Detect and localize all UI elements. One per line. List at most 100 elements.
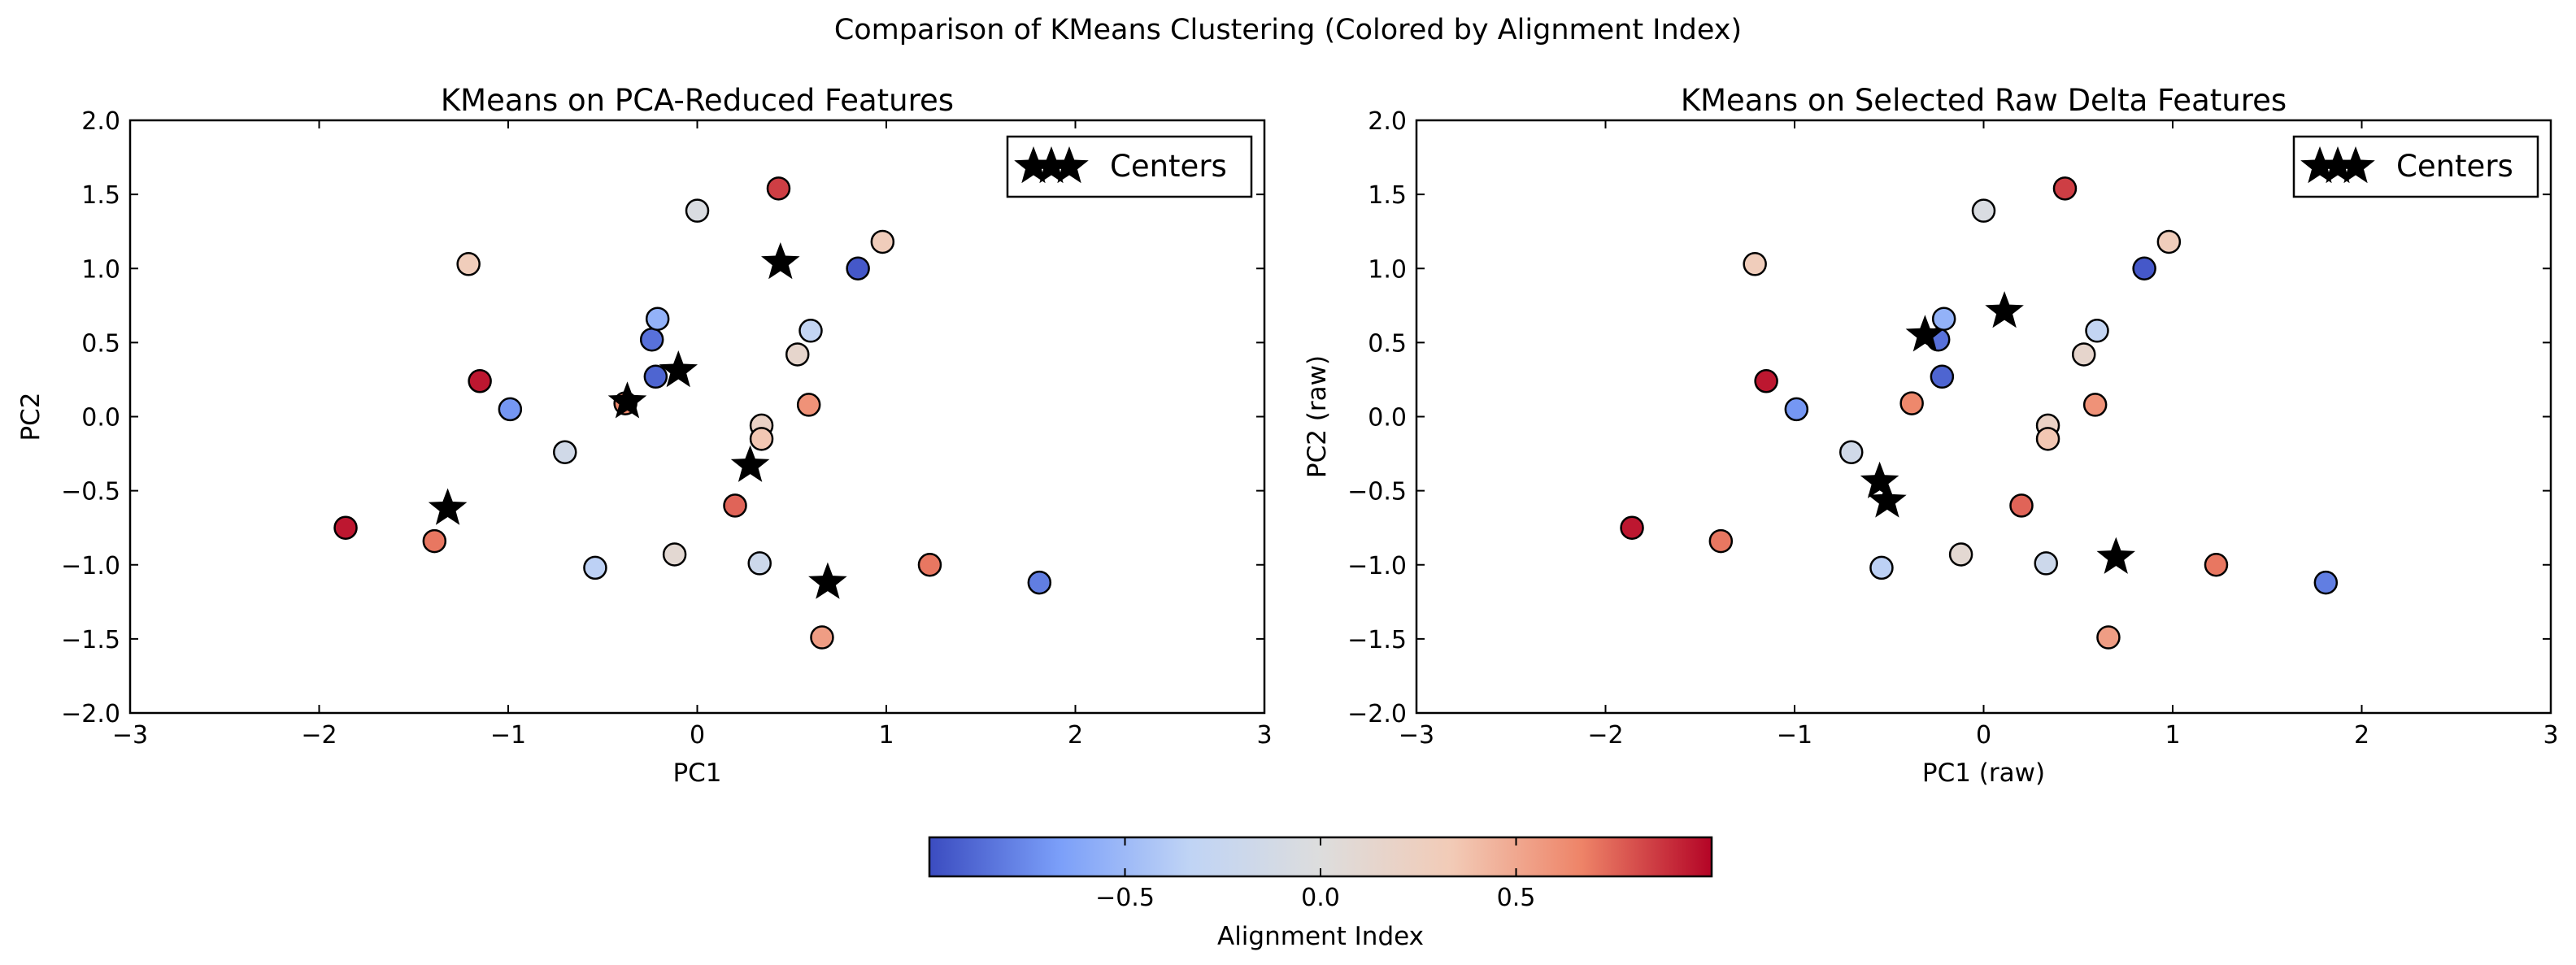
data-point xyxy=(723,493,747,518)
x-tick-label: 1 xyxy=(2165,721,2180,750)
data-point xyxy=(810,625,834,650)
data-point xyxy=(2035,427,2060,451)
center-star-marker xyxy=(659,350,698,388)
data-point xyxy=(798,319,823,343)
data-point xyxy=(2009,493,2034,518)
y-tick-label: −0.5 xyxy=(61,478,120,506)
data-point xyxy=(639,327,664,352)
center-star-marker xyxy=(1868,480,1907,518)
data-point xyxy=(796,393,821,417)
data-point xyxy=(2204,553,2229,577)
legend-star-icon xyxy=(1032,146,1071,184)
data-point xyxy=(1027,570,1052,595)
data-points xyxy=(1620,176,2339,650)
data-point xyxy=(1708,528,1734,554)
data-point xyxy=(333,515,358,540)
y-tick-label: 0.5 xyxy=(1368,329,1407,358)
center-star-marker xyxy=(761,242,800,280)
x-tick-label: 0 xyxy=(1976,721,1991,750)
legend: Centers xyxy=(1006,135,1253,198)
data-point xyxy=(1839,440,1864,464)
axes-title: KMeans on Selected Raw Delta Features xyxy=(1681,83,2287,118)
y-tick-label: −1.0 xyxy=(1347,552,1407,580)
legend-star-icon xyxy=(2318,146,2357,184)
x-tick-label: −1 xyxy=(490,721,526,750)
data-point xyxy=(662,542,687,567)
x-tick-label: −2 xyxy=(301,721,337,750)
center-star-marker xyxy=(1985,291,2024,328)
y-tick-label: −2.0 xyxy=(1347,700,1407,728)
legend-star-icon xyxy=(2336,146,2375,184)
data-point xyxy=(553,440,577,464)
data-point xyxy=(2096,625,2121,650)
data-point xyxy=(2156,229,2182,254)
data-point xyxy=(2313,570,2339,595)
x-tick-label: −3 xyxy=(112,721,148,750)
colorbar-tick-label: 0.0 xyxy=(1301,884,1340,912)
legend-star-icon xyxy=(1014,146,1053,184)
y-tick-label: −2.0 xyxy=(61,700,120,728)
x-axis-label: PC1 xyxy=(672,759,721,788)
scatter-panel-2: KMeans on Selected Raw Delta Features−3−… xyxy=(1303,83,2559,788)
data-point xyxy=(2132,256,2156,280)
data-point xyxy=(1754,369,1778,393)
x-tick-label: 3 xyxy=(2543,721,2558,750)
data-point xyxy=(498,397,523,422)
y-tick-label: 1.0 xyxy=(81,255,120,284)
center-star-marker xyxy=(1905,315,1945,352)
data-points xyxy=(333,176,1052,650)
center-star-marker xyxy=(808,562,847,599)
scatter-panel-1: KMeans on PCA-Reduced Features −3 −2 −1 0 1 2 3… xyxy=(16,83,1273,788)
y-tick-label: 1.5 xyxy=(81,181,120,210)
data-point xyxy=(456,252,481,276)
data-point xyxy=(1931,306,1956,331)
legend: Centers xyxy=(2292,135,2539,198)
data-point xyxy=(1930,364,1955,389)
center-star-marker xyxy=(2096,537,2135,574)
center-star-marker xyxy=(1860,461,1899,498)
center-star-marker xyxy=(607,381,647,419)
y-tick-label: 0.0 xyxy=(81,404,120,433)
data-point xyxy=(645,306,670,331)
legend-star-icon xyxy=(1050,146,1089,184)
data-point xyxy=(1784,397,1809,422)
cluster-centers xyxy=(428,242,847,599)
x-tick-label: −2 xyxy=(1587,721,1623,750)
x-tick-label: 1 xyxy=(878,721,894,750)
y-tick-label: −1.0 xyxy=(61,552,120,580)
y-tick-label: 2.0 xyxy=(81,107,120,136)
colorbar-tick-label: 0.5 xyxy=(1497,884,1536,912)
data-point xyxy=(2085,319,2109,343)
data-point xyxy=(2082,393,2108,417)
y-axis-label: PC2 xyxy=(16,392,46,441)
data-point xyxy=(1899,391,1924,415)
y-axis-label: PC2 (raw) xyxy=(1303,355,1332,478)
data-point xyxy=(846,256,870,280)
data-point xyxy=(749,427,774,451)
colorbar-label: Alignment Index xyxy=(1217,922,1424,951)
y-tick-label: −1.5 xyxy=(61,626,120,654)
y-tick-label: 1.0 xyxy=(1368,255,1407,284)
data-point xyxy=(1620,515,1644,540)
data-point xyxy=(422,528,447,554)
data-point xyxy=(766,176,791,201)
x-tick-label: 0 xyxy=(690,721,705,750)
data-point xyxy=(1869,555,1894,580)
y-tick-label: 2.0 xyxy=(1368,107,1407,136)
legend-label: Centers xyxy=(2396,149,2513,184)
colorbar-tick-label: −0.5 xyxy=(1095,884,1155,912)
data-point xyxy=(870,229,895,254)
y-tick-label: 0.5 xyxy=(81,329,120,358)
legend-star-icon xyxy=(2300,146,2339,184)
y-tick-label: −0.5 xyxy=(1347,478,1407,506)
x-tick-label: 2 xyxy=(1068,721,1083,750)
legend-label: Centers xyxy=(1110,149,1227,184)
data-point xyxy=(1971,198,1996,223)
data-point xyxy=(685,198,710,223)
center-star-marker xyxy=(730,445,770,482)
axes-title: KMeans on PCA-Reduced Features xyxy=(441,83,954,118)
data-point xyxy=(2071,342,2096,367)
colorbar: −0.5 0.0 0.5 Alignment Index xyxy=(928,836,1713,951)
data-point xyxy=(2052,176,2078,201)
